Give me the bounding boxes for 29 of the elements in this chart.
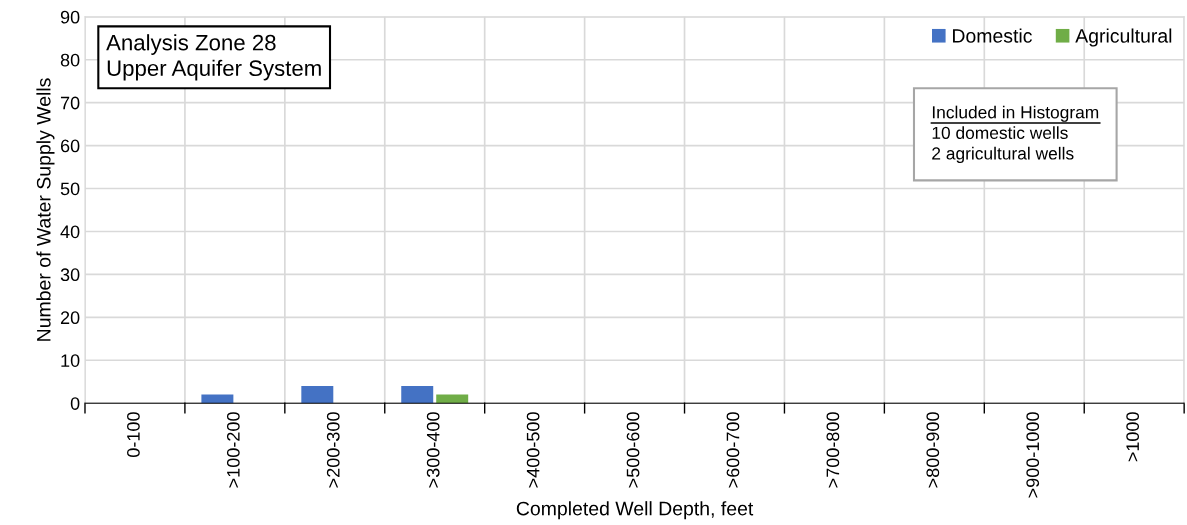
y-axis-title: Number of Water Supply Wells — [36, 78, 55, 341]
annotation: Included in Histogram — [932, 105, 1099, 122]
x-tick-label: >500-600 — [626, 412, 640, 488]
x-tick-label: >400-500 — [526, 412, 540, 488]
annotation: 10 domestic wells — [932, 126, 1068, 140]
y-tick-label: 80 — [60, 53, 80, 67]
x-tick-label: 0-100 — [127, 412, 140, 457]
y-tick-label: 20 — [60, 311, 80, 325]
y-tick-label: 60 — [60, 139, 80, 153]
x-tick-label: >600-700 — [726, 412, 740, 488]
y-tick-label: 70 — [60, 96, 80, 110]
legend-label: Agricultural — [1075, 28, 1172, 47]
y-tick-label: 30 — [60, 268, 80, 282]
x-axis-title: Completed Well Depth, feet — [516, 501, 754, 520]
text: Analysis Zone 28 Upper Aquifer System — [106, 34, 321, 81]
x-tick-label: >200-300 — [326, 412, 340, 488]
x-tick-label: >800-900 — [926, 412, 940, 488]
annotation: 2 agricultural wells — [932, 146, 1074, 164]
x-tick-label: >900-1000 — [1026, 412, 1040, 498]
x-tick-label: >700-800 — [826, 412, 840, 488]
y-tick-label: 0 — [70, 397, 80, 410]
legend-label: Domestic — [953, 28, 1032, 43]
y-tick-label: 90 — [60, 10, 80, 24]
y-tick-label: 10 — [61, 354, 80, 367]
y-tick-label: 40 — [60, 225, 80, 239]
x-tick-label: >1000 — [1126, 412, 1140, 462]
y-tick-label: 50 — [60, 182, 80, 196]
x-tick-label: >100-200 — [226, 412, 240, 488]
x-tick-label: >300-400 — [426, 412, 440, 488]
